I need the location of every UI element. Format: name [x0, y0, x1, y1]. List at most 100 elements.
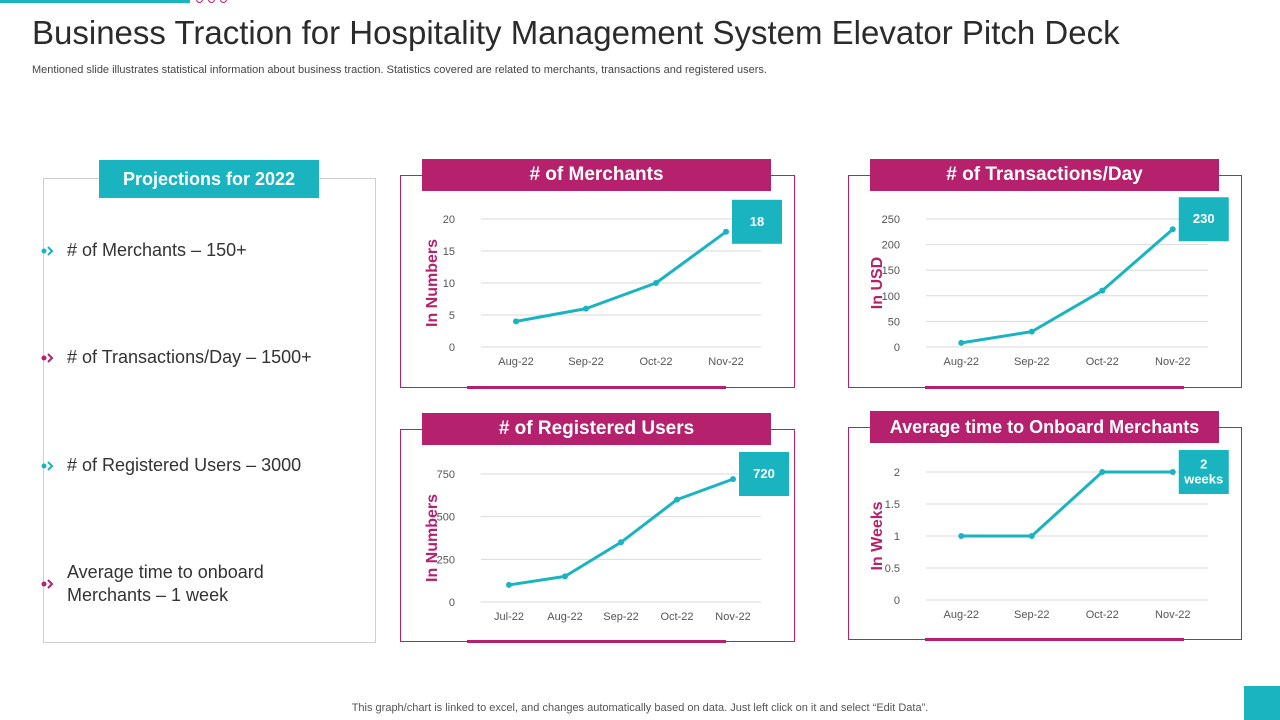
value-callout-word: weeks [1183, 472, 1223, 487]
x-tick-label: Nov-22 [708, 356, 743, 368]
merchants-chart-title: # of Merchants [422, 159, 771, 191]
x-tick-label: Sep-22 [1014, 356, 1049, 368]
y-tick-label: 100 [882, 291, 900, 303]
projection-item-transactions: # of Transactions/Day – 1500+ [40, 346, 360, 369]
x-tick-label: Nov-22 [1155, 609, 1190, 621]
data-point [723, 228, 729, 235]
value-callout-label: 720 [753, 466, 775, 481]
series-line [961, 228, 1174, 345]
merchants-line-chart: 0 5 10 15 20 Aug-22 Sep-22 Oct-22 Nov-22 In Numbe… [424, 199, 782, 368]
y-tick-label: 750 [437, 469, 455, 481]
y-axis-label: In Numbers [424, 494, 441, 582]
top-decoration-dots [196, 0, 227, 3]
value-callout-box [1178, 197, 1229, 242]
arrow-bullet-icon [41, 461, 54, 471]
series-line [961, 470, 1173, 538]
page-subtitle: Mentioned slide illustrates statistical … [32, 64, 767, 76]
y-tick-label: 0 [449, 342, 455, 354]
projection-item-text: # of Transactions/Day – 1500+ [67, 347, 312, 367]
data-point [674, 496, 680, 503]
x-tick-label: Jul-22 [494, 611, 524, 623]
y-axis-label: In Weeks [869, 501, 886, 570]
data-point [583, 305, 589, 312]
y-tick-label: 0 [894, 595, 900, 607]
projection-item-text: Average time to onboard Merchants – 1 we… [67, 562, 264, 605]
y-tick-label: 1.5 [885, 499, 900, 511]
projection-item-text: # of Registered Users – 3000 [67, 455, 302, 475]
x-tick-label: Aug-22 [944, 356, 979, 368]
series-line [515, 230, 727, 323]
y-tick-label: 500 [437, 512, 455, 524]
y-axis-label: In Numbers [424, 239, 441, 327]
registered-users-chart-underline [467, 640, 726, 643]
data-point [1028, 533, 1035, 539]
data-point [513, 318, 519, 325]
top-accent-bar [0, 0, 190, 3]
arrow-bullet-icon [41, 246, 54, 256]
x-tick-label: Sep-22 [603, 611, 638, 623]
merchants-chart-underline [467, 386, 726, 389]
corner-accent-square [1244, 686, 1280, 720]
y-axis-label: In USD [869, 257, 886, 309]
x-tick-label: Oct-22 [660, 611, 693, 623]
y-tick-label: 0 [449, 597, 455, 609]
registered-users-chart-title: # of Registered Users [422, 413, 771, 445]
projection-item-registered-users: # of Registered Users – 3000 [40, 454, 360, 477]
page-title: Business Traction for Hospitality Manage… [32, 14, 1120, 51]
registered-users-line-chart: 0 250 500 750 Jul-22 Aug-22 Sep-22 Oct-22 Nov-22… [424, 452, 789, 623]
projection-item-onboard-time: Average time to onboard Merchants – 1 we… [40, 561, 300, 607]
y-tick-label: 0.5 [885, 563, 900, 575]
onboard-time-chart-title: Average time to Onboard Merchants [870, 411, 1219, 443]
x-tick-label: Oct-22 [1086, 356, 1119, 368]
x-tick-label: Sep-22 [568, 356, 603, 368]
y-tick-label: 20 [443, 214, 455, 226]
data-point [1099, 469, 1106, 475]
y-tick-label: 50 [888, 316, 900, 328]
onboard-time-chart-panel [848, 427, 1242, 640]
data-point [1169, 226, 1176, 233]
y-tick-label: 250 [437, 554, 455, 566]
x-tick-label: Aug-22 [498, 356, 533, 368]
registered-users-chart-panel [400, 429, 795, 642]
x-tick-label: Aug-22 [944, 609, 979, 621]
value-callout-box [732, 199, 782, 244]
onboard-time-chart-underline [925, 638, 1184, 641]
x-tick-label: Oct-22 [1086, 609, 1119, 621]
y-tick-label: 2 [894, 467, 900, 479]
arrow-bullet-icon [41, 579, 54, 589]
y-tick-label: 150 [882, 265, 900, 277]
value-callout-label: 18 [750, 214, 764, 229]
transactions-chart-underline [925, 386, 1184, 389]
data-point [562, 573, 568, 580]
data-point [958, 533, 965, 539]
x-tick-label: Oct-22 [639, 356, 672, 368]
data-point [653, 280, 659, 286]
value-callout-word: 720 [753, 466, 775, 481]
series-line [508, 477, 734, 587]
footer-note: This graph/chart is linked to excel, and… [351, 702, 929, 714]
projections-header: Projections for 2022 [99, 160, 319, 198]
y-tick-label: 250 [882, 214, 900, 226]
arrow-bullet-icon [41, 353, 54, 363]
value-callout-word: 2 [1200, 457, 1207, 472]
onboard-time-line-chart: 0 0.5 1 1.5 2 Aug-22 Sep-22 Oct-22 Nov-22 In Week… [869, 450, 1229, 621]
data-point [1099, 287, 1106, 294]
y-tick-label: 200 [882, 240, 900, 252]
y-tick-label: 1 [894, 531, 900, 543]
y-tick-label: 10 [443, 278, 455, 290]
data-point [730, 476, 736, 483]
value-callout-box [1178, 450, 1229, 494]
x-tick-label: Nov-22 [715, 611, 750, 623]
projection-item-text: # of Merchants – 150+ [67, 240, 247, 260]
value-callout-box [739, 452, 789, 496]
value-callout-label: 2 weeks [1183, 457, 1223, 487]
data-point [506, 581, 512, 588]
projection-item-merchants: # of Merchants – 150+ [40, 239, 360, 262]
x-tick-label: Sep-22 [1014, 609, 1049, 621]
transactions-chart-title: # of Transactions/Day [870, 159, 1219, 191]
data-point [1169, 469, 1176, 475]
value-callout-word: 18 [750, 214, 764, 229]
y-tick-label: 15 [443, 246, 455, 258]
value-callout-label: 230 [1193, 211, 1215, 226]
data-point [618, 539, 624, 546]
